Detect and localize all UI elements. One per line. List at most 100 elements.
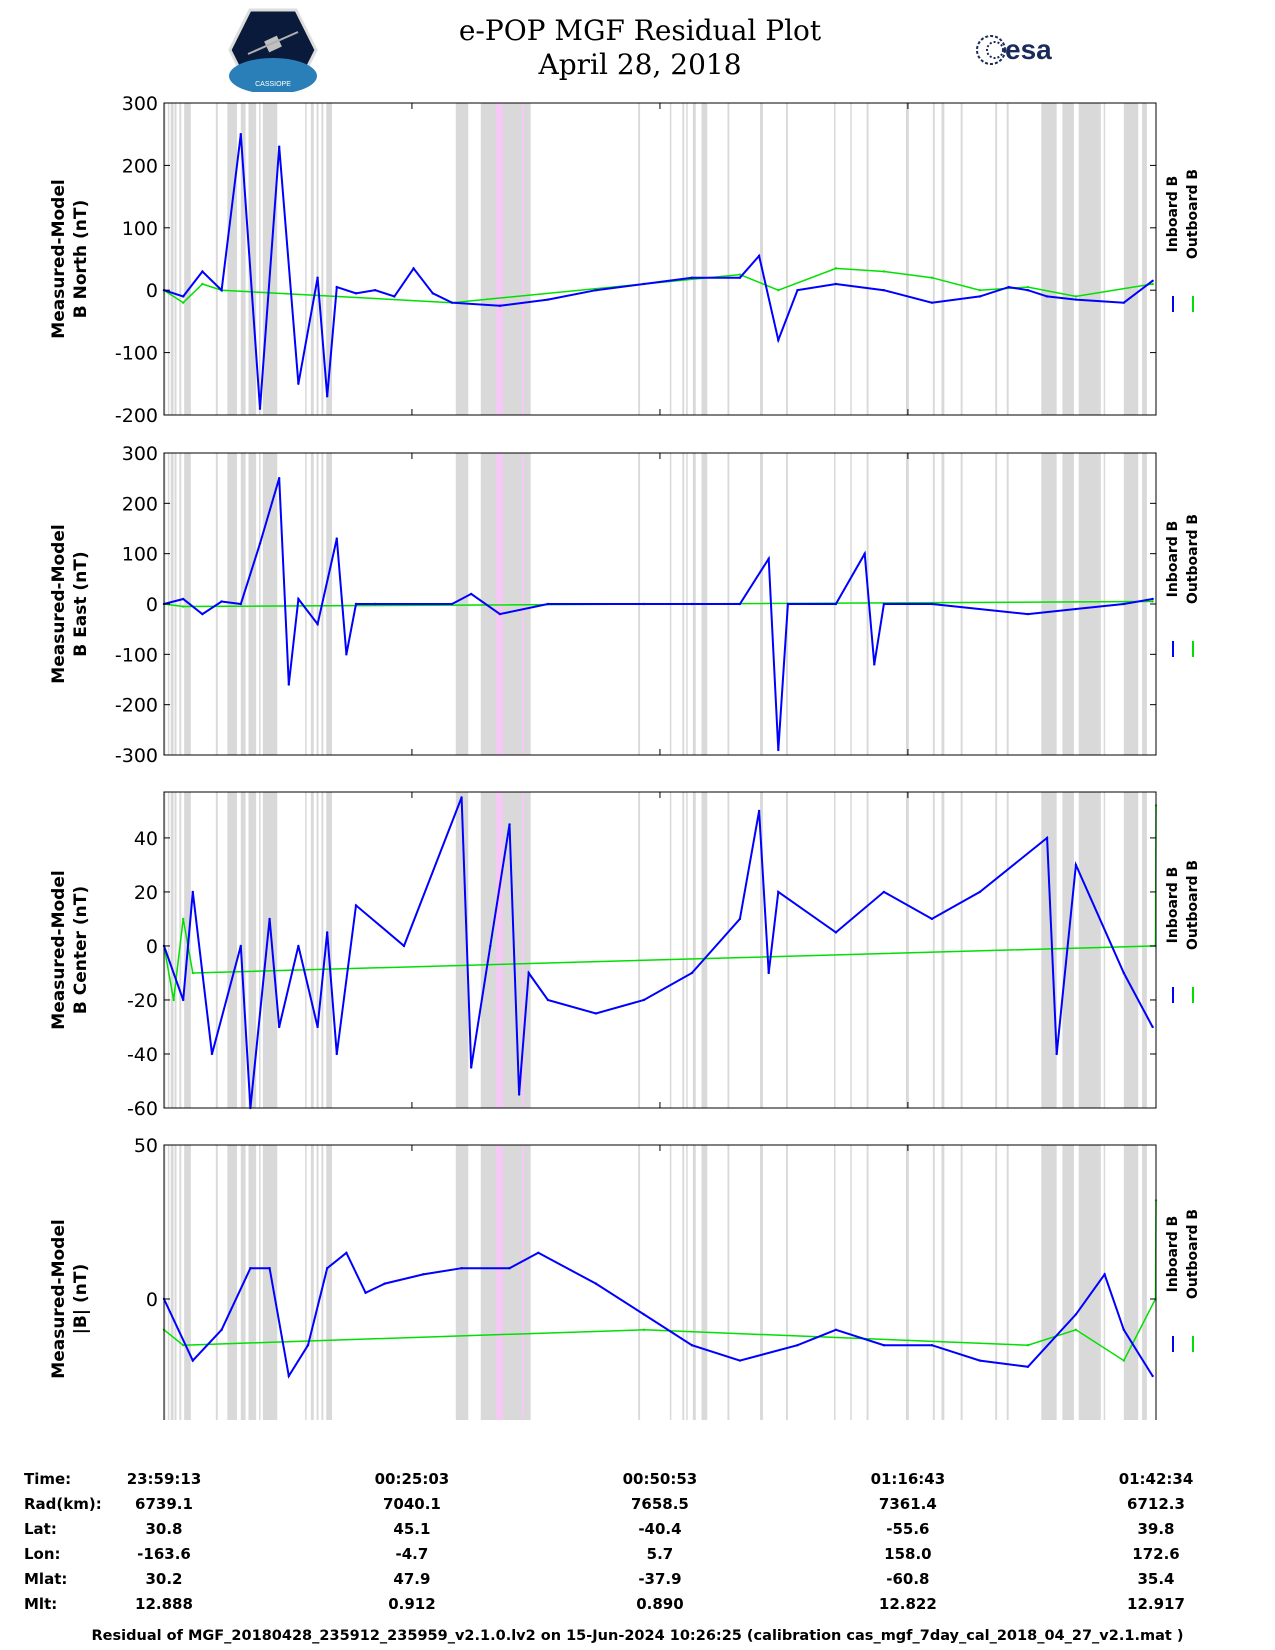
y-tick-label: 0 bbox=[146, 1289, 158, 1311]
inboard-point bbox=[220, 289, 223, 292]
inboard-point bbox=[1151, 1025, 1154, 1029]
gap-band bbox=[184, 1145, 191, 1420]
gap-band bbox=[1142, 103, 1147, 415]
inboard-point bbox=[268, 917, 271, 921]
legend-outboard-label: Outboard B bbox=[1185, 169, 1201, 259]
gap-band bbox=[262, 792, 278, 1108]
gap-band bbox=[785, 1145, 788, 1420]
ephemeris-value: 0.890 bbox=[636, 1595, 684, 1613]
gap-band bbox=[866, 792, 869, 1108]
outboard-point bbox=[1074, 295, 1078, 298]
footer-caption: Residual of MGF_20180428_235912_235959_v… bbox=[91, 1628, 1184, 1644]
inboard-point bbox=[978, 295, 982, 298]
inboard-point bbox=[930, 917, 934, 921]
gap-band bbox=[227, 453, 237, 755]
inboard-point bbox=[1122, 971, 1126, 975]
ephemeris-value: 35.4 bbox=[1137, 1570, 1175, 1588]
ephemeris-value: 12.822 bbox=[878, 1595, 937, 1613]
y-axis-label-units: |B| (nT) bbox=[71, 1264, 91, 1335]
y-tick-label: 0 bbox=[146, 936, 158, 958]
inboard-point bbox=[834, 602, 838, 606]
ephemeris-value: 45.1 bbox=[393, 1520, 431, 1538]
gap-band bbox=[215, 103, 218, 415]
inboard-point bbox=[690, 602, 694, 606]
inboard-point bbox=[325, 395, 329, 398]
y-axis-label-units: B North (nT) bbox=[71, 200, 91, 319]
gap-band bbox=[941, 103, 945, 415]
inboard-point bbox=[1151, 1374, 1154, 1378]
inboard-point bbox=[1151, 597, 1154, 601]
inboard-point bbox=[1074, 1313, 1078, 1316]
gap-band bbox=[170, 792, 174, 1108]
inboard-point bbox=[450, 301, 454, 304]
gap-band bbox=[305, 1145, 307, 1420]
gap-band bbox=[215, 792, 218, 1108]
gap-band bbox=[321, 792, 324, 1108]
ephemeris-value: 7658.5 bbox=[630, 1495, 689, 1513]
inboard-point bbox=[738, 602, 742, 606]
inboard-point bbox=[450, 602, 454, 606]
outboard-point bbox=[172, 998, 175, 1002]
date-text: April 28, 2018 bbox=[538, 48, 742, 81]
gap-band bbox=[1123, 792, 1139, 1108]
gap-band bbox=[305, 453, 307, 755]
outboard-series-line bbox=[163, 1200, 1157, 1362]
ephemeris-value: 47.9 bbox=[393, 1570, 431, 1588]
y-axis-label-units: B East (nT) bbox=[71, 551, 91, 656]
outboard-point bbox=[1026, 1344, 1030, 1347]
gap-band bbox=[167, 103, 170, 415]
inboard-point bbox=[402, 944, 406, 948]
eclipse-band bbox=[522, 1145, 524, 1420]
outboard-point bbox=[1074, 1328, 1078, 1332]
inboard-point bbox=[1074, 607, 1078, 611]
gap-band bbox=[760, 792, 763, 1108]
y-tick-label: 200 bbox=[122, 155, 158, 177]
gap-band bbox=[682, 792, 685, 1108]
inboard-point bbox=[882, 1344, 886, 1347]
gap-band bbox=[170, 1145, 174, 1420]
gap-band bbox=[866, 103, 869, 415]
gap-band bbox=[179, 453, 182, 755]
inboard-point bbox=[469, 592, 473, 596]
gap-band bbox=[682, 103, 685, 415]
inboard-point bbox=[777, 890, 780, 894]
gap-band bbox=[941, 1145, 945, 1420]
outboard-point bbox=[777, 289, 780, 292]
inboard-point bbox=[882, 289, 886, 292]
y-tick-label: -200 bbox=[115, 405, 158, 427]
gap-band bbox=[785, 792, 788, 1108]
ephemeris-row-label: Mlat: bbox=[24, 1570, 68, 1588]
gap-band bbox=[833, 1145, 836, 1420]
gap-band bbox=[1142, 453, 1147, 755]
inboard-point bbox=[517, 1093, 521, 1096]
gap-band bbox=[174, 1145, 177, 1420]
y-tick-label: -200 bbox=[115, 695, 158, 717]
inboard-point bbox=[220, 600, 223, 603]
ephemeris-value: 30.8 bbox=[145, 1520, 183, 1538]
inboard-point bbox=[1026, 289, 1030, 292]
gap-band bbox=[850, 453, 852, 755]
gap-band bbox=[638, 1145, 641, 1420]
inboard-point bbox=[191, 1359, 194, 1362]
inboard-point bbox=[767, 557, 770, 560]
inboard-point bbox=[354, 292, 358, 295]
inboard-point bbox=[258, 542, 262, 545]
gap-band bbox=[760, 103, 763, 415]
gap-band bbox=[179, 103, 182, 415]
inboard-point bbox=[316, 1025, 319, 1029]
gap-band bbox=[866, 1145, 869, 1420]
inboard-point bbox=[191, 890, 194, 894]
inboard-point bbox=[181, 597, 185, 601]
gap-band bbox=[1062, 103, 1074, 415]
inboard-point bbox=[354, 602, 358, 606]
eclipse-band bbox=[496, 1145, 503, 1420]
gap-band bbox=[326, 1145, 332, 1420]
inboard-point bbox=[1045, 836, 1049, 840]
ephemeris-value: 158.0 bbox=[884, 1545, 932, 1563]
gap-band bbox=[1062, 453, 1074, 755]
y-tick-label: -300 bbox=[115, 745, 158, 767]
inboard-point bbox=[777, 748, 780, 752]
inboard-point bbox=[220, 1328, 223, 1332]
ephemeris-row-label: Lon: bbox=[24, 1545, 61, 1563]
